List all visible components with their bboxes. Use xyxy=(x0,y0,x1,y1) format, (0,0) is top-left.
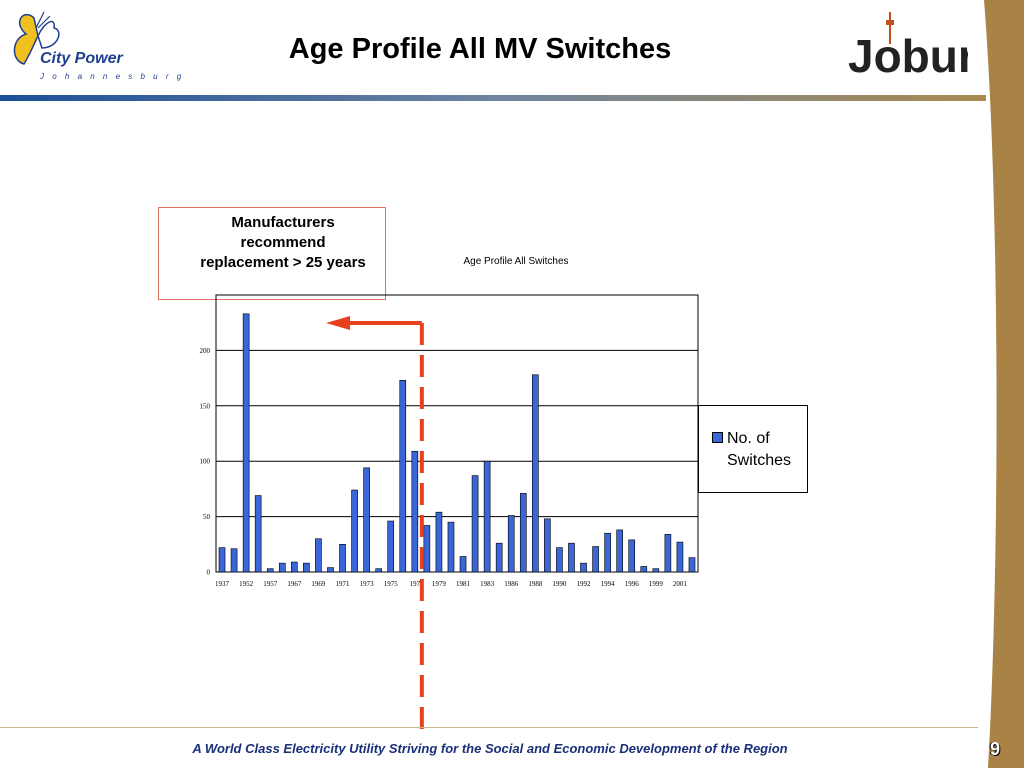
bar xyxy=(628,539,636,573)
bar xyxy=(495,542,503,573)
y-tick-label: 150 xyxy=(200,402,211,410)
joburg-logo: Joburg xyxy=(848,12,968,82)
x-tick-label: 2001 xyxy=(673,580,688,588)
bar xyxy=(266,568,274,573)
x-tick-label: 1992 xyxy=(577,580,592,588)
page-title: Age Profile All MV Switches xyxy=(288,33,672,65)
x-tick-label: 1967 xyxy=(287,580,302,588)
bar xyxy=(315,538,322,573)
bar xyxy=(218,547,226,573)
chart-legend xyxy=(698,405,808,493)
bar xyxy=(688,557,696,573)
bar xyxy=(507,515,515,573)
bar xyxy=(351,489,358,573)
bar xyxy=(411,450,419,573)
bar xyxy=(291,561,298,573)
bar xyxy=(435,511,443,573)
y-tick-label: 200 xyxy=(200,347,211,355)
x-tick-label: 197 xyxy=(410,580,421,588)
callout-line-3: replacement > 25 years xyxy=(200,254,366,271)
bar xyxy=(363,467,370,573)
bar xyxy=(339,543,346,573)
bar xyxy=(556,547,563,573)
callout-arrow-head xyxy=(326,316,350,330)
bar xyxy=(278,562,286,573)
x-tick-label: 1975 xyxy=(384,580,399,588)
x-tick-label: 1999 xyxy=(649,580,664,588)
header-divider xyxy=(0,95,986,101)
bar xyxy=(640,566,648,573)
callout-text: Manufacturers recommend replacement > 25… xyxy=(170,213,396,273)
y-tick-label: 50 xyxy=(203,513,211,521)
y-tick-label: 100 xyxy=(200,458,211,466)
legend-label: No. of Switches xyxy=(727,430,792,469)
x-tick-label: 1983 xyxy=(480,580,495,588)
x-tick-label: 1979 xyxy=(432,580,447,588)
callout-line-2: recommend xyxy=(240,234,326,251)
plot-area xyxy=(215,294,699,573)
bar xyxy=(242,313,250,573)
x-tick-label: 1994 xyxy=(601,580,616,588)
city-power-logo xyxy=(13,11,60,65)
legend-swatch xyxy=(712,432,723,443)
x-tick-label: 1957 xyxy=(263,580,278,588)
footer-divider xyxy=(0,727,978,728)
bar xyxy=(604,532,611,573)
side-decoration-band xyxy=(984,0,1024,768)
hillbrow-tower-icon xyxy=(886,12,894,44)
bar xyxy=(303,562,310,573)
bar xyxy=(254,495,262,573)
x-tick-label: 1969 xyxy=(311,580,326,588)
bar xyxy=(532,374,539,573)
joburg-wordmark: Joburg xyxy=(848,30,968,82)
bar xyxy=(664,534,672,573)
y-tick-label: 0 xyxy=(207,569,211,577)
bar xyxy=(519,493,527,573)
bar xyxy=(423,525,431,573)
callout-box xyxy=(158,207,386,300)
x-tick-label: 1973 xyxy=(360,580,375,588)
x-tick-label: 1996 xyxy=(625,580,640,588)
x-tick-label: 1952 xyxy=(239,580,254,588)
footer-tagline: A World Class Electricity Utility Strivi… xyxy=(192,741,788,756)
x-tick-label: 1990 xyxy=(552,580,567,588)
chart-title: Age Profile All Switches xyxy=(463,256,569,267)
bar xyxy=(327,567,334,573)
bar xyxy=(471,475,479,573)
city-power-name: City Power xyxy=(40,50,123,67)
bar xyxy=(459,556,467,573)
bar xyxy=(616,529,623,573)
x-tick-label: 1971 xyxy=(336,580,351,588)
butterfly-icon xyxy=(13,11,60,65)
callout-line-1: Manufacturers xyxy=(231,214,335,231)
x-tick-label: 1986 xyxy=(504,580,519,588)
x-tick-label: 1988 xyxy=(528,580,543,588)
city-power-subtitle: J o h a n n e s b u r g xyxy=(40,72,185,81)
bar xyxy=(447,521,455,573)
bar xyxy=(387,520,395,573)
bar xyxy=(230,548,238,573)
bar xyxy=(676,541,684,573)
bar xyxy=(544,518,551,573)
x-tick-label: 1937 xyxy=(215,580,230,588)
page-number: 9 xyxy=(990,739,1001,759)
bar xyxy=(483,460,491,573)
bar xyxy=(580,562,587,573)
x-tick-label: 1981 xyxy=(456,580,471,588)
bar xyxy=(592,546,599,573)
bar xyxy=(652,568,660,573)
bar xyxy=(399,380,407,573)
bar xyxy=(375,568,382,573)
bar xyxy=(568,542,575,573)
